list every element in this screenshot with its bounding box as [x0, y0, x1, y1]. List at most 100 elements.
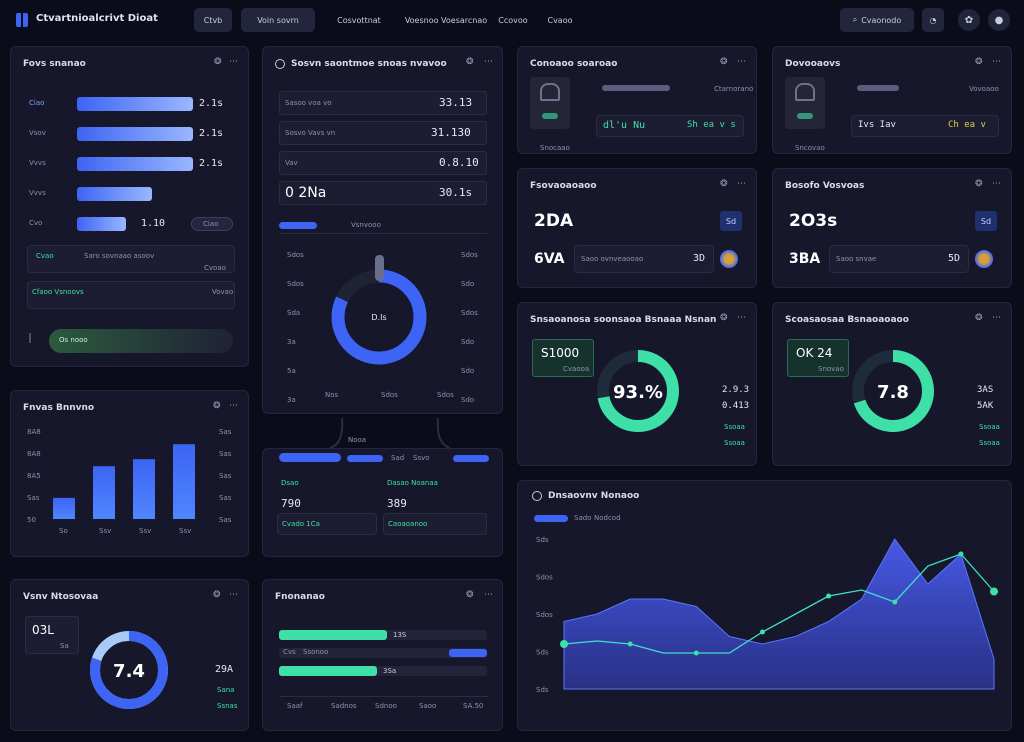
cta-button[interactable]: Os nooo: [49, 329, 233, 353]
line-point: [759, 629, 765, 635]
device-thumbnail[interactable]: [785, 77, 825, 129]
bar-fill[interactable]: [77, 97, 193, 111]
value-row-label: Sosvo Vavs vn: [285, 129, 336, 137]
progress-fill[interactable]: [279, 630, 387, 640]
bar-fill[interactable]: [77, 127, 193, 141]
info-icon[interactable]: ❂: [213, 590, 221, 600]
value-row-value: 30.1s: [439, 186, 473, 199]
info-icon[interactable]: ❂: [213, 401, 221, 411]
area-series-1: [563, 538, 995, 690]
axis-tick: Sda: [287, 309, 300, 317]
notification-button[interactable]: ◔: [922, 8, 944, 32]
connector-line: [329, 417, 451, 449]
legend-swatch[interactable]: [534, 515, 568, 522]
device-thumbnail[interactable]: [530, 77, 570, 129]
kpi-bar: [857, 85, 899, 91]
info-icon[interactable]: ❂: [975, 313, 983, 323]
tab-active[interactable]: [279, 222, 317, 229]
side-label-1: Ssoaa: [724, 423, 745, 431]
stat-strip[interactable]: Saoo ovnveaooao 3D: [574, 245, 714, 273]
y-tick: Sdos: [536, 611, 553, 619]
info-icon[interactable]: ❂: [720, 313, 728, 323]
tab-label[interactable]: Vsnvooo: [351, 221, 381, 229]
value-row[interactable]: [279, 181, 487, 205]
line-point: [627, 641, 633, 647]
stat-amount: 3D: [693, 253, 706, 264]
nav-item-2[interactable]: Voin sovrn: [241, 8, 315, 32]
stat-badge[interactable]: Sd: [720, 211, 742, 231]
info-icon[interactable]: ❂: [720, 179, 728, 189]
tab-3[interactable]: [453, 455, 489, 462]
clock-icon: [532, 491, 542, 501]
avatar[interactable]: ●: [988, 9, 1010, 31]
y-tick-right: Sas: [219, 472, 232, 480]
info-icon[interactable]: ❂: [720, 57, 728, 67]
list-item[interactable]: Cfaoo Vsnoovs Vovao: [27, 281, 235, 309]
value-box[interactable]: 03L Sa: [25, 616, 79, 654]
more-icon[interactable]: ⋯: [737, 57, 746, 67]
ring-arc: [597, 350, 679, 432]
stat-value-2: 6VA: [534, 251, 565, 267]
info-icon[interactable]: ❂: [466, 590, 474, 600]
value-row[interactable]: [279, 151, 487, 175]
nav-item-3[interactable]: Cosvottnat: [337, 15, 381, 25]
tab-1[interactable]: [279, 453, 341, 462]
footer-label: Sdnoo: [375, 702, 397, 710]
info-icon[interactable]: ❂: [466, 57, 474, 67]
nav-item-1[interactable]: Ctvb: [194, 8, 232, 32]
y-tick: Sds: [536, 649, 549, 657]
info-icon[interactable]: ❂: [214, 57, 222, 67]
settings-button[interactable]: ✿: [958, 9, 980, 31]
card-1-foot[interactable]: Cvado 1Ca: [277, 513, 377, 535]
nav-item-6[interactable]: Cvaoo: [547, 15, 573, 25]
bar-fill[interactable]: [77, 187, 152, 201]
more-icon[interactable]: ⋯: [484, 590, 493, 600]
panel-ring-1: Snsaoanosa soonsaoa Bsnaaa Nsnan ❂ ⋯ S10…: [517, 302, 757, 466]
card-2-foot[interactable]: Caoaoanoo: [383, 513, 487, 535]
progress-value: 13S: [393, 631, 407, 639]
progress-fill[interactable]: [279, 666, 377, 676]
side-value-1: 3AS: [977, 385, 994, 395]
ring-value: 7.8: [877, 382, 909, 403]
x-tick: Ssv: [99, 527, 111, 535]
stat-strip[interactable]: Saoo snvae 5D: [829, 245, 969, 273]
list-item[interactable]: Cvao Saro sovnaao asoov Cvoao: [27, 245, 235, 273]
value-row-label: Sasoo voa vo: [285, 99, 332, 107]
more-icon[interactable]: ⋯: [992, 57, 1001, 67]
panel-progress: Fnonanao ❂ ⋯ 13S Cvs Ssonoo 3Sa Saaf Sadnos S…: [262, 579, 503, 731]
dial-gauge: 7.4: [90, 631, 168, 709]
card-2-foot-label: Caoaoanoo: [388, 520, 428, 528]
search-button[interactable]: ⌕ Cvaonodo: [840, 8, 914, 32]
value-row[interactable]: [279, 121, 487, 145]
bar-fill[interactable]: [77, 157, 193, 171]
value-box[interactable]: OK 24 Snovao: [787, 339, 849, 377]
more-icon[interactable]: ⋯: [229, 57, 238, 67]
more-icon[interactable]: ⋯: [737, 313, 746, 323]
more-icon[interactable]: ⋯: [992, 179, 1001, 189]
side-value: 29A: [215, 664, 234, 675]
info-icon[interactable]: ❂: [975, 179, 983, 189]
progress-fill[interactable]: [449, 649, 487, 657]
axis-tick: Sdos: [287, 251, 304, 259]
panel-title: Scoasaosaa Bsnaoaoaoo: [785, 315, 909, 325]
tab-2[interactable]: [347, 455, 383, 462]
bar-value: 2.1s: [199, 128, 224, 139]
more-icon[interactable]: ⋯: [484, 57, 493, 67]
nav-item-4[interactable]: Voesnoo Voesarcnao: [404, 15, 488, 25]
info-icon[interactable]: ❂: [975, 57, 983, 67]
progress-track: [279, 648, 487, 658]
more-icon[interactable]: ⋯: [229, 401, 238, 411]
axis-tick: 5a: [287, 367, 296, 375]
kpi-strip[interactable]: dl'u Nu Sh ea v s: [596, 115, 744, 137]
more-icon[interactable]: ⋯: [737, 179, 746, 189]
bar-fill[interactable]: [77, 217, 126, 231]
y-tick: Sds: [536, 536, 549, 544]
stat-value-1: 2DA: [534, 211, 574, 231]
value-row[interactable]: [279, 91, 487, 115]
value-box[interactable]: S1000 Cvaooa: [532, 339, 594, 377]
stat-badge[interactable]: Sd: [975, 211, 997, 231]
more-icon[interactable]: ⋯: [229, 590, 238, 600]
more-icon[interactable]: ⋯: [992, 313, 1001, 323]
nav-item-5[interactable]: Ccovoo: [498, 15, 528, 25]
kpi-strip[interactable]: Ivs Iav Ch ea v: [851, 115, 999, 137]
